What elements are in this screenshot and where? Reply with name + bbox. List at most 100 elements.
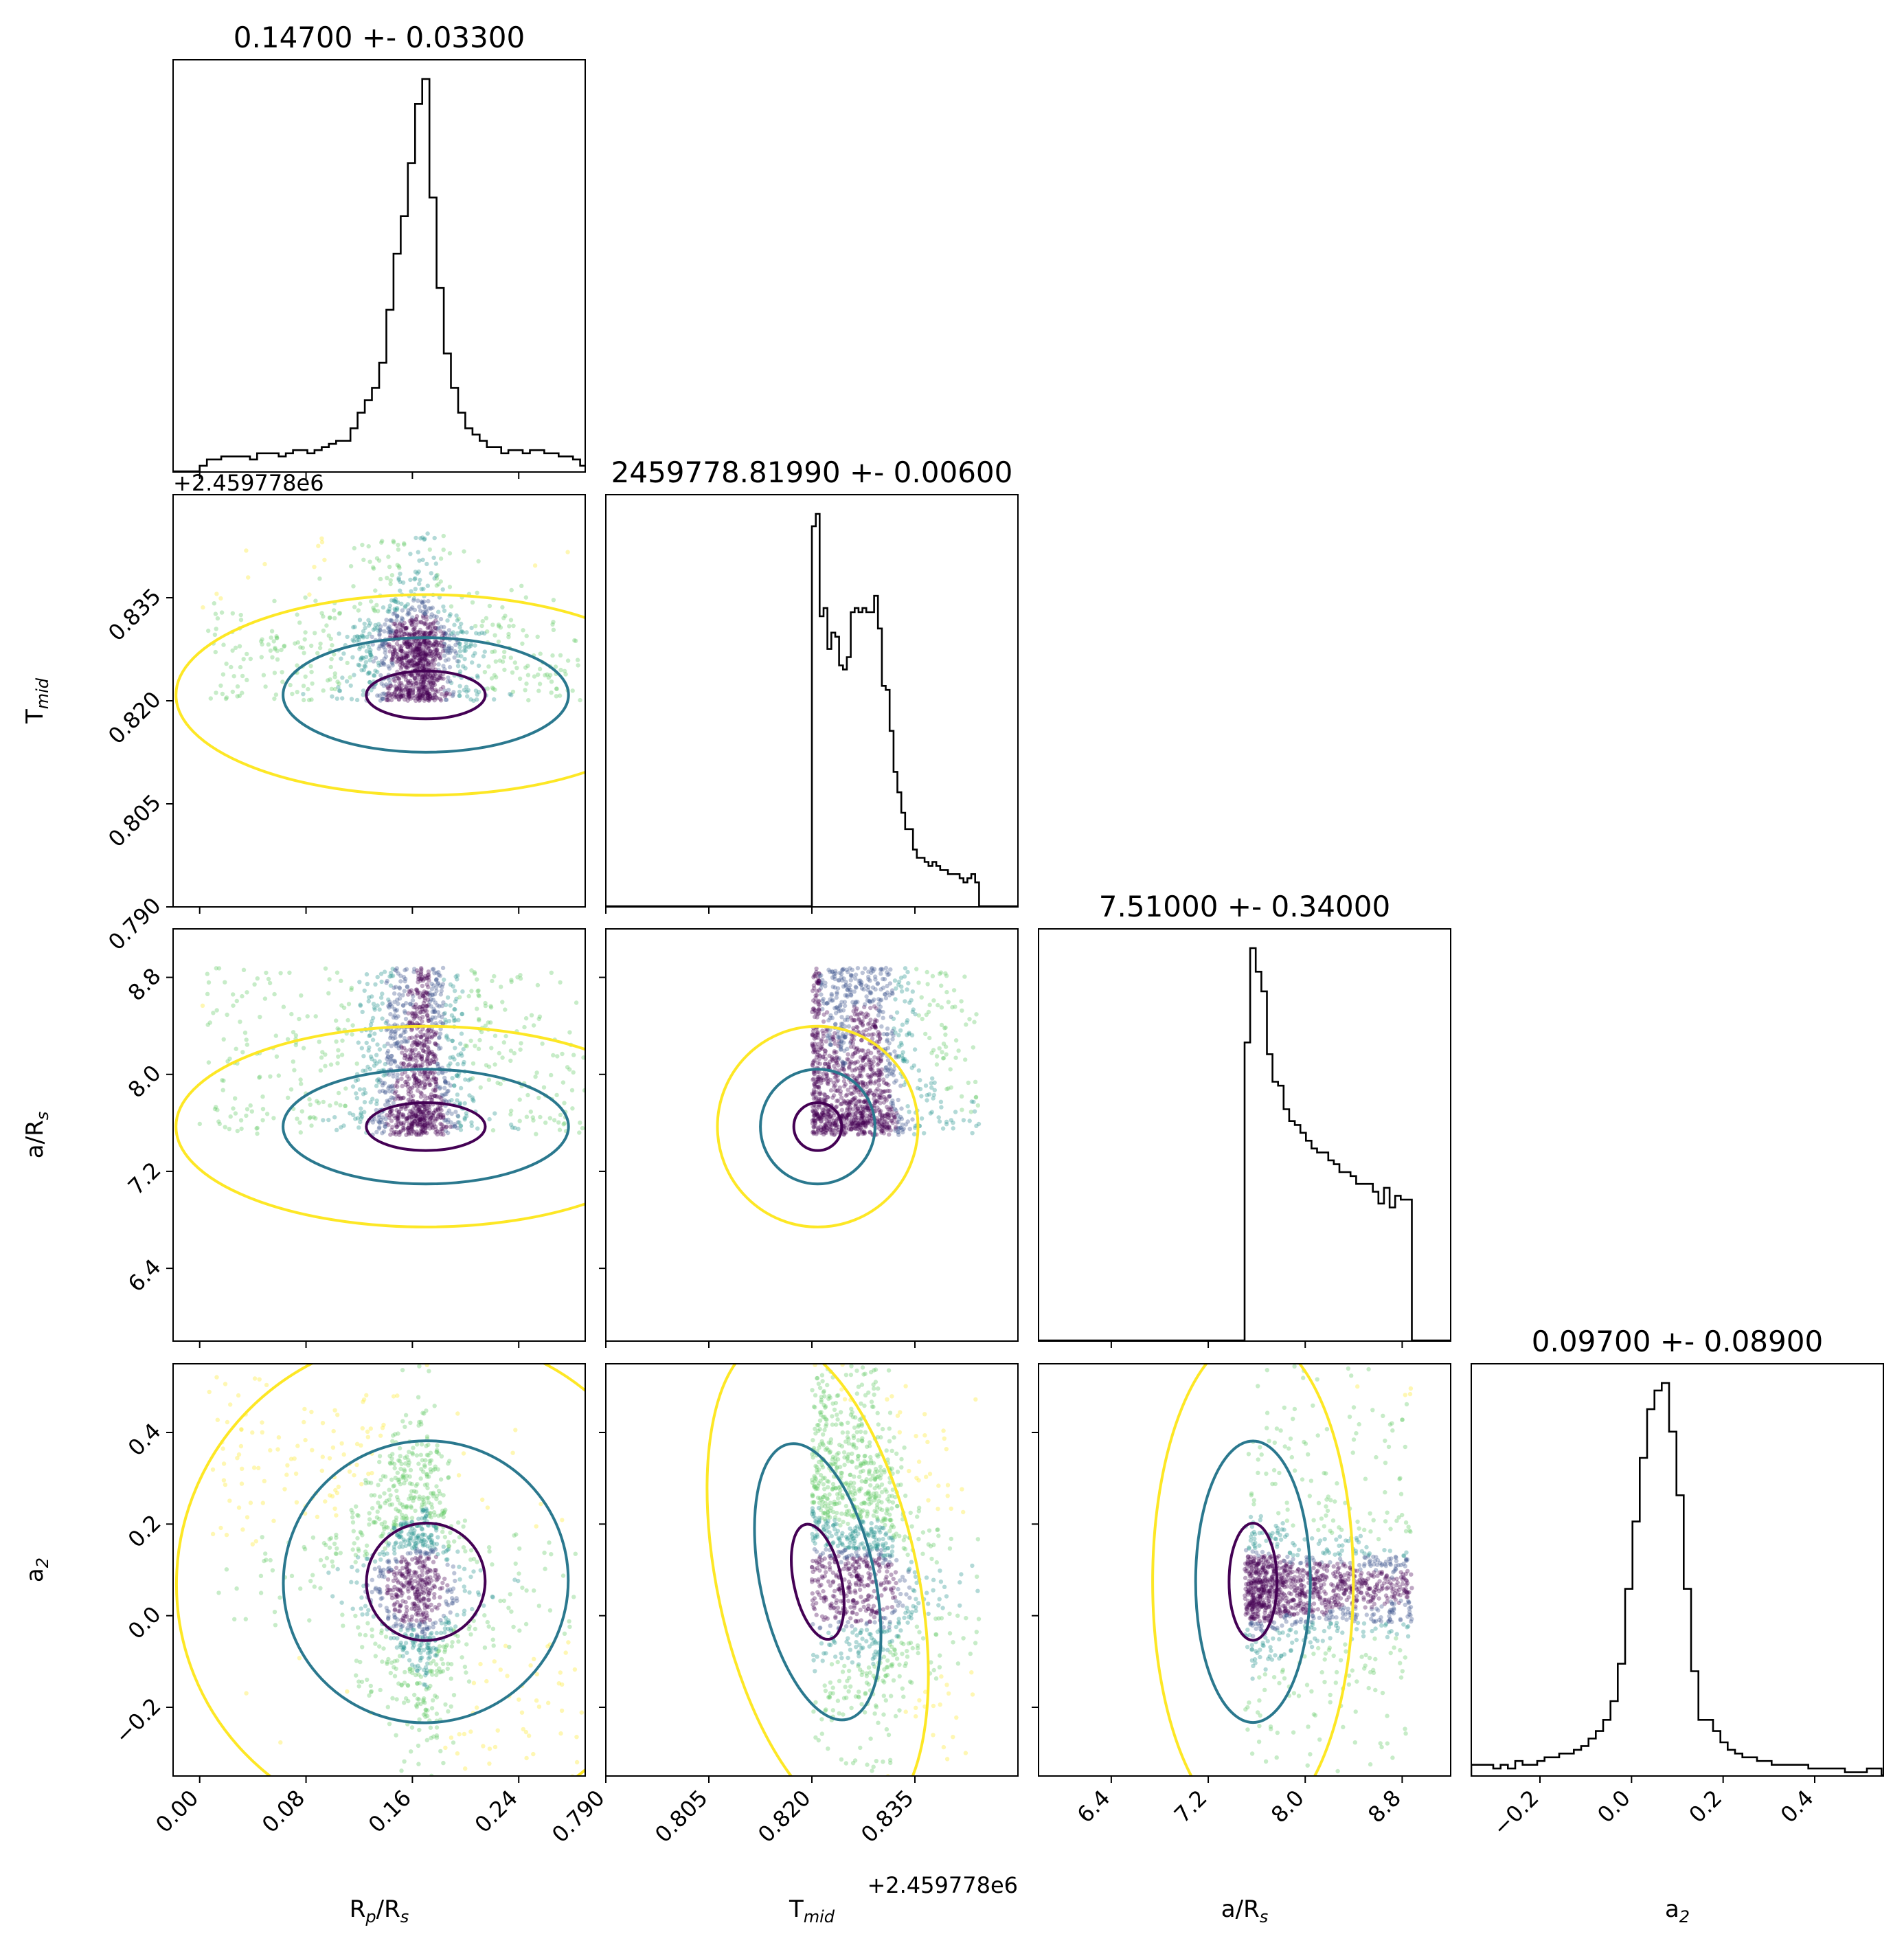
scatter-point bbox=[865, 1105, 870, 1110]
scatter-point bbox=[953, 1055, 958, 1060]
scatter-point bbox=[439, 1096, 444, 1101]
scatter-point bbox=[359, 1106, 363, 1111]
scatter-point bbox=[851, 1090, 857, 1095]
scatter-point bbox=[817, 1105, 821, 1110]
scatter-point bbox=[490, 978, 495, 984]
scatter-point bbox=[227, 1056, 232, 1061]
scatter-point bbox=[893, 1030, 898, 1035]
scatter-point bbox=[916, 980, 921, 985]
scatter-point bbox=[407, 1112, 411, 1117]
scatter-point bbox=[335, 696, 339, 701]
scatter-point bbox=[871, 1059, 876, 1064]
scatter-point bbox=[834, 1005, 839, 1010]
scatter-point bbox=[397, 688, 402, 693]
scatter-point bbox=[450, 1038, 455, 1044]
scatter-point bbox=[321, 1099, 326, 1105]
scatter-point bbox=[392, 611, 397, 616]
scatter-point bbox=[427, 1625, 432, 1630]
scatter-point bbox=[885, 1068, 890, 1073]
scatter-point bbox=[376, 660, 381, 665]
scatter-point bbox=[335, 1026, 340, 1031]
scatter-point bbox=[360, 1612, 365, 1617]
scatter-point bbox=[900, 1129, 905, 1135]
scatter-point bbox=[274, 1271, 278, 1275]
scatter-point bbox=[432, 698, 437, 703]
scatter-point bbox=[356, 1125, 361, 1130]
scatter-point bbox=[335, 1566, 340, 1572]
scatter-point bbox=[832, 1132, 837, 1136]
scatter-point bbox=[418, 679, 423, 684]
scatter-point bbox=[856, 1049, 861, 1054]
scatter-point bbox=[218, 596, 223, 601]
scatter-point bbox=[394, 1540, 398, 1545]
scatter-point bbox=[455, 653, 461, 658]
scatter-point bbox=[402, 542, 407, 547]
scatter-point bbox=[841, 1079, 847, 1083]
scatter-point bbox=[424, 690, 429, 696]
scatter-point bbox=[468, 643, 473, 649]
scatter-point bbox=[365, 1551, 370, 1557]
scatter-point bbox=[477, 690, 481, 695]
scatter-point bbox=[405, 1127, 411, 1132]
scatter-point bbox=[349, 1580, 354, 1584]
scatter-point bbox=[431, 658, 435, 663]
scatter-point bbox=[394, 1008, 400, 1013]
scatter-point bbox=[874, 1092, 879, 1098]
scatter-point bbox=[405, 1115, 410, 1121]
scatter-point bbox=[245, 651, 249, 657]
scatter-point bbox=[432, 991, 438, 997]
scatter-point bbox=[437, 642, 442, 648]
scatter-point bbox=[420, 654, 425, 659]
scatter-point bbox=[424, 688, 429, 693]
scatter-point bbox=[557, 1127, 563, 1132]
scatter-point bbox=[422, 652, 428, 657]
scatter-point bbox=[397, 992, 402, 997]
scatter-point bbox=[411, 1016, 416, 1021]
scatter-point bbox=[438, 1121, 443, 1127]
scatter-point bbox=[428, 673, 433, 677]
scatter-point bbox=[409, 622, 414, 627]
scatter-point bbox=[416, 647, 420, 651]
scatter-point bbox=[543, 1120, 548, 1125]
scatter-point bbox=[829, 993, 835, 998]
scatter-point bbox=[425, 1013, 430, 1018]
scatter-point bbox=[427, 679, 432, 684]
scatter-point bbox=[416, 1081, 421, 1087]
scatter-point bbox=[413, 1047, 418, 1052]
scatter-point bbox=[427, 1094, 433, 1100]
scatter-point bbox=[815, 1116, 821, 1121]
scatter-point bbox=[380, 1001, 385, 1006]
scatter-point bbox=[821, 1116, 827, 1121]
scatter-point bbox=[420, 978, 426, 983]
scatter-point bbox=[409, 1111, 415, 1116]
scatter-point bbox=[409, 988, 414, 993]
scatter-point bbox=[371, 566, 376, 571]
scatter-point bbox=[395, 1094, 400, 1099]
scatter-point bbox=[421, 1104, 426, 1109]
scatter-point bbox=[535, 634, 540, 639]
scatter-point bbox=[390, 1125, 395, 1129]
scatter-point bbox=[505, 1674, 510, 1678]
scatter-point bbox=[455, 973, 460, 978]
scatter-point bbox=[418, 1072, 422, 1077]
scatter-point bbox=[435, 1114, 440, 1119]
scatter-point bbox=[410, 690, 415, 696]
scatter-point bbox=[383, 1089, 388, 1094]
scatter-point bbox=[462, 1116, 467, 1121]
scatter-point bbox=[841, 976, 846, 981]
scatter-point bbox=[416, 1461, 421, 1466]
scatter-point bbox=[381, 683, 386, 688]
scatter-point bbox=[417, 1131, 422, 1136]
scatter-point bbox=[811, 1006, 816, 1011]
scatter-point bbox=[421, 677, 426, 682]
scatter-point bbox=[427, 660, 431, 665]
scatter-point bbox=[230, 611, 235, 616]
scatter-point bbox=[852, 1012, 858, 1017]
scatter-point bbox=[321, 1118, 326, 1123]
scatter-point bbox=[414, 1132, 419, 1137]
scatter-point bbox=[410, 1450, 415, 1456]
scatter-point bbox=[245, 1107, 250, 1112]
scatter-point bbox=[812, 1081, 817, 1087]
scatter-point bbox=[417, 677, 422, 682]
scatter-point bbox=[255, 1125, 260, 1131]
